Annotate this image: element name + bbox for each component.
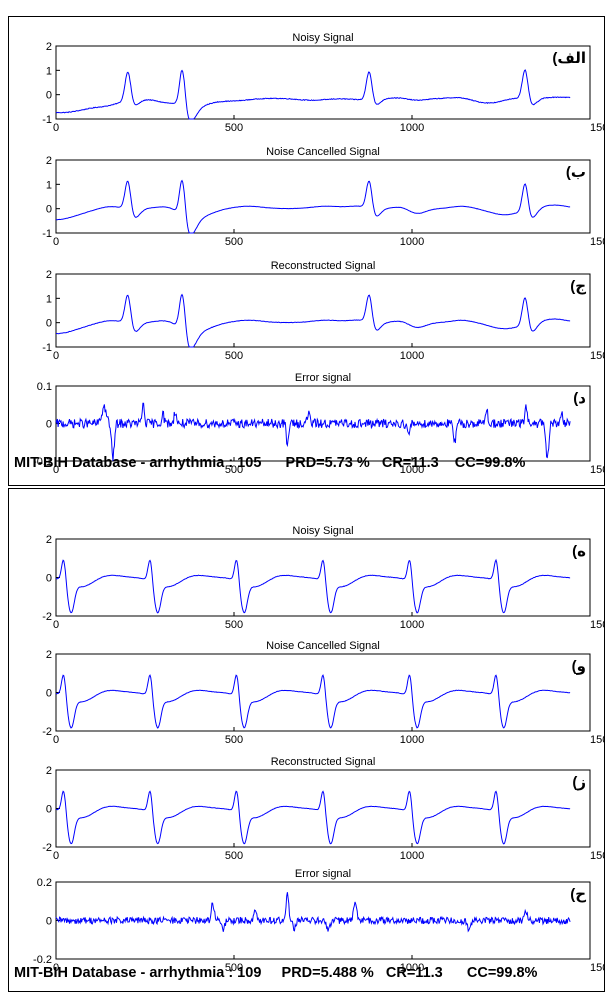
x-tick-label: 1500: [590, 734, 605, 746]
y-tick-label: 0: [46, 419, 52, 431]
y-tick-label: 1: [46, 65, 52, 77]
series-line-4: [55, 402, 571, 462]
chart-title-2: Noise Cancelled Signal: [266, 146, 380, 158]
x-tick-label: 500: [225, 350, 243, 362]
x-tick-label: 1000: [400, 962, 424, 974]
series-line-6: [55, 674, 571, 729]
y-tick-label: 0: [46, 573, 52, 585]
panel-label-1: (الف: [552, 50, 586, 67]
y-tick-label: -2: [42, 611, 52, 623]
x-tick-label: 1000: [400, 464, 424, 476]
plot-area-1: [55, 45, 591, 120]
x-tick-label: 1500: [590, 122, 605, 134]
y-tick-label: 0.2: [37, 877, 52, 889]
y-tick-label: 0: [46, 804, 52, 816]
x-tick-label: 1000: [400, 236, 424, 248]
x-tick-label: 500: [225, 236, 243, 248]
plot-area-2: [55, 159, 591, 234]
x-tick-label: 1000: [400, 122, 424, 134]
chart-title-6: Noise Cancelled Signal: [266, 640, 380, 652]
summary-arrhythmia-109: MIT-BIH Database - arrhythmia : 109 PRD=…: [14, 965, 538, 981]
y-tick-label: 0: [46, 318, 52, 330]
summary-arrhythmia-105: MIT-BIH Database - arrhythmia : 105 PRD=…: [14, 455, 526, 471]
x-tick-label: 0: [53, 619, 59, 631]
y-tick-label: 1: [46, 293, 52, 305]
x-tick-label: 1000: [400, 850, 424, 862]
y-tick-label: 2: [46, 534, 52, 546]
panel-label-2: (ب: [566, 164, 586, 181]
x-tick-label: 500: [225, 734, 243, 746]
x-tick-label: 500: [225, 962, 243, 974]
chart-title-7: Reconstructed Signal: [271, 756, 376, 768]
y-tick-label: -1: [42, 342, 52, 354]
series-line-3: [56, 293, 571, 348]
x-tick-label: 1500: [590, 850, 605, 862]
series-line-5: [55, 558, 571, 614]
series-line-2: [55, 179, 571, 234]
plot-area-3: [55, 273, 591, 348]
x-tick-label: 0: [53, 850, 59, 862]
series-line-8: [55, 892, 571, 933]
y-tick-label: 2: [46, 649, 52, 661]
x-tick-label: 1500: [590, 962, 605, 974]
x-tick-label: 0: [53, 464, 59, 476]
series-line-7: [56, 790, 571, 845]
y-tick-label: 0: [46, 916, 52, 928]
y-tick-label: -2: [42, 842, 52, 854]
x-tick-label: 500: [225, 122, 243, 134]
x-tick-label: 0: [53, 962, 59, 974]
y-tick-label: 2: [46, 155, 52, 167]
x-tick-label: 1500: [590, 350, 605, 362]
chart-title-5: Noisy Signal: [292, 525, 353, 537]
panel-label-5: (ه: [572, 543, 586, 560]
panel-label-4: (د: [573, 390, 586, 407]
x-tick-label: 1000: [400, 619, 424, 631]
y-tick-label: 0: [46, 90, 52, 102]
x-tick-label: 1500: [590, 464, 605, 476]
x-tick-label: 500: [225, 619, 243, 631]
y-tick-label: -1: [42, 114, 52, 126]
panel-label-7: (ز: [572, 774, 586, 791]
y-tick-label: 0.1: [37, 381, 52, 393]
y-tick-label: -0.2: [33, 954, 52, 966]
chart-title-4: Error signal: [295, 372, 351, 384]
y-tick-label: 0: [46, 688, 52, 700]
x-tick-label: 0: [53, 122, 59, 134]
panel-label-8: (ح: [570, 886, 586, 903]
x-tick-label: 0: [53, 236, 59, 248]
y-tick-label: 2: [46, 765, 52, 777]
y-tick-label: -0.1: [33, 456, 52, 468]
panel-label-3: (ج: [570, 278, 586, 295]
x-tick-label: 1000: [400, 734, 424, 746]
chart-title-8: Error signal: [295, 868, 351, 880]
x-tick-label: 1000: [400, 350, 424, 362]
x-tick-label: 500: [225, 850, 243, 862]
y-tick-label: 1: [46, 179, 52, 191]
x-tick-label: 1500: [590, 619, 605, 631]
y-tick-label: 0: [46, 204, 52, 216]
y-tick-label: -1: [42, 228, 52, 240]
chart-title-1: Noisy Signal: [292, 32, 353, 44]
chart-title-3: Reconstructed Signal: [271, 260, 376, 272]
y-tick-label: 2: [46, 269, 52, 281]
series-line-1: [55, 69, 571, 120]
y-tick-label: 2: [46, 41, 52, 53]
panel-label-6: (و: [572, 658, 586, 675]
x-tick-label: 0: [53, 734, 59, 746]
x-tick-label: 0: [53, 350, 59, 362]
x-tick-label: 500: [225, 464, 243, 476]
x-tick-label: 1500: [590, 236, 605, 248]
y-tick-label: -2: [42, 726, 52, 738]
